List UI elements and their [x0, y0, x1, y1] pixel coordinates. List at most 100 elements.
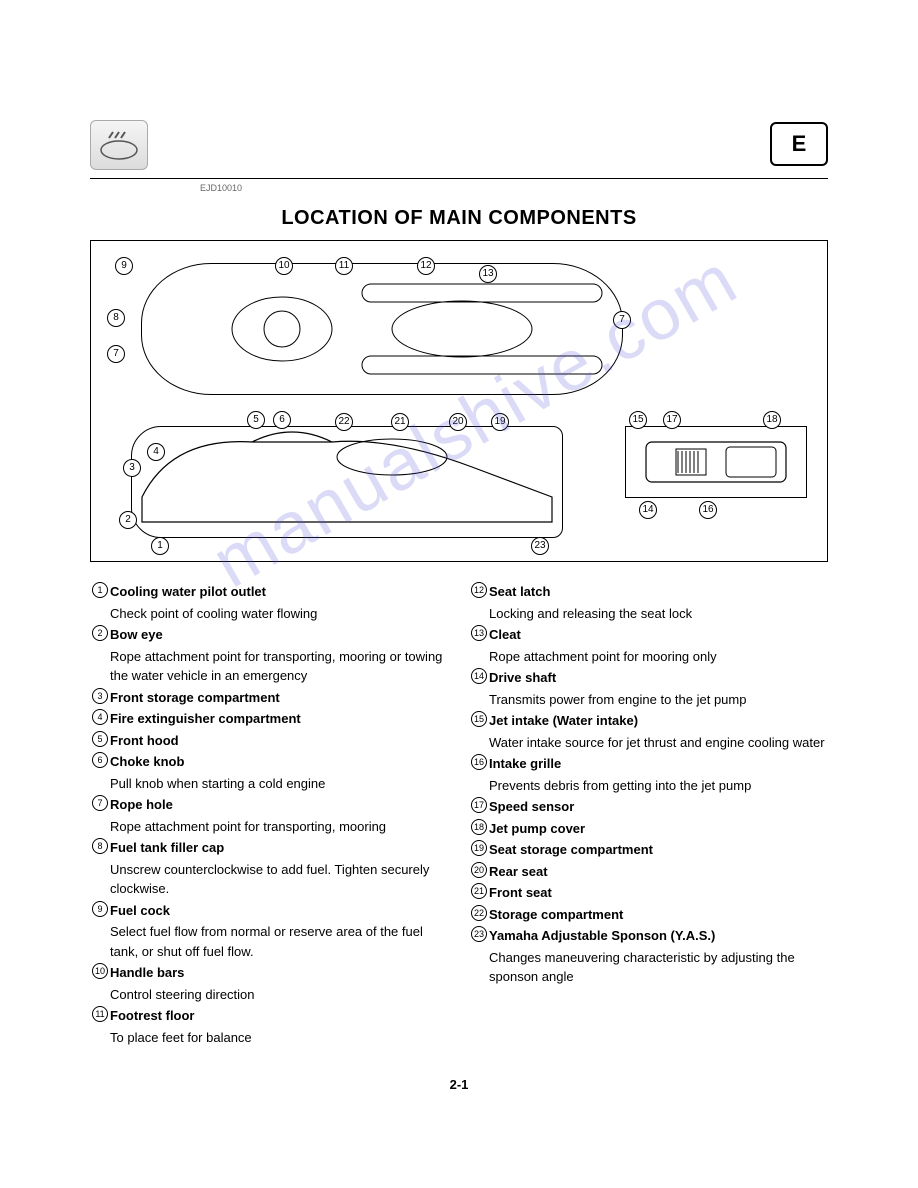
item-title: Handle bars: [110, 965, 184, 980]
item-description: Rope attachment point for transporting, …: [110, 817, 449, 837]
item-number: 2: [92, 625, 108, 641]
figure-callout: 7: [613, 311, 631, 329]
item-title: Jet pump cover: [489, 821, 585, 836]
figure-callout: 14: [639, 501, 657, 519]
component-item: 7Rope hole: [90, 795, 449, 815]
item-description: Locking and releasing the seat lock: [489, 604, 828, 624]
figure-callout: 3: [123, 459, 141, 477]
figure-callout: 10: [275, 257, 293, 275]
item-number: 3: [92, 688, 108, 704]
item-description: Prevents debris from getting into the je…: [489, 776, 828, 796]
component-item: 17Speed sensor: [469, 797, 828, 817]
component-item: 12Seat latch: [469, 582, 828, 602]
item-number: 14: [471, 668, 487, 684]
header-row: E: [90, 120, 828, 179]
figure-callout: 21: [391, 413, 409, 431]
item-number: 11: [92, 1006, 108, 1022]
item-description: Water intake source for jet thrust and e…: [489, 733, 828, 753]
schematic-inset: [625, 426, 807, 498]
item-number: 23: [471, 926, 487, 942]
item-number: 22: [471, 905, 487, 921]
item-title: Intake grille: [489, 756, 561, 771]
figure-callout: 7: [107, 345, 125, 363]
component-item: 6Choke knob: [90, 752, 449, 772]
section-icon: [90, 120, 148, 170]
item-number: 15: [471, 711, 487, 727]
figure-callout: 5: [247, 411, 265, 429]
figure-callout: 13: [479, 265, 497, 283]
item-number: 7: [92, 795, 108, 811]
main-figure: 91011121387756222120194321231517181416: [90, 240, 828, 562]
item-description: Control steering direction: [110, 985, 449, 1005]
component-item: 15Jet intake (Water intake): [469, 711, 828, 731]
item-description: Rope attachment point for transporting, …: [110, 647, 449, 686]
schematic-top-view: [141, 263, 623, 395]
component-item: 14Drive shaft: [469, 668, 828, 688]
figure-callout: 11: [335, 257, 353, 275]
component-item: 19Seat storage compartment: [469, 840, 828, 860]
figure-callout: 4: [147, 443, 165, 461]
item-title: Cooling water pilot outlet: [110, 584, 266, 599]
item-number: 4: [92, 709, 108, 725]
component-item: 9Fuel cock: [90, 901, 449, 921]
component-item: 2Bow eye: [90, 625, 449, 645]
item-title: Fuel cock: [110, 903, 170, 918]
item-title: Seat storage compartment: [489, 842, 653, 857]
item-description: To place feet for balance: [110, 1028, 449, 1048]
component-item: 22Storage compartment: [469, 905, 828, 925]
item-number: 19: [471, 840, 487, 856]
item-title: Bow eye: [110, 627, 163, 642]
figure-callout: 1: [151, 537, 169, 555]
item-number: 20: [471, 862, 487, 878]
item-number: 17: [471, 797, 487, 813]
component-item: 8Fuel tank filler cap: [90, 838, 449, 858]
item-title: Yamaha Adjustable Sponson (Y.A.S.): [489, 928, 715, 943]
item-number: 12: [471, 582, 487, 598]
item-title: Footrest floor: [110, 1008, 195, 1023]
component-item: 10Handle bars: [90, 963, 449, 983]
component-item: 1Cooling water pilot outlet: [90, 582, 449, 602]
item-title: Seat latch: [489, 584, 550, 599]
schematic-side-view: [131, 426, 563, 538]
figure-callout: 8: [107, 309, 125, 327]
component-item: 23Yamaha Adjustable Sponson (Y.A.S.): [469, 926, 828, 946]
figure-callout: 17: [663, 411, 681, 429]
item-number: 6: [92, 752, 108, 768]
item-number: 13: [471, 625, 487, 641]
item-title: Speed sensor: [489, 799, 574, 814]
item-title: Storage compartment: [489, 907, 623, 922]
item-title: Front storage compartment: [110, 690, 280, 705]
item-title: Fuel tank filler cap: [110, 840, 224, 855]
item-number: 9: [92, 901, 108, 917]
language-indicator: E: [770, 122, 828, 166]
item-description: Rope attachment point for mooring only: [489, 647, 828, 667]
item-number: 16: [471, 754, 487, 770]
item-description: Select fuel flow from normal or reserve …: [110, 922, 449, 961]
item-number: 10: [92, 963, 108, 979]
page-title: LOCATION OF MAIN COMPONENTS: [90, 207, 828, 230]
item-description: Unscrew counterclockwise to add fuel. Ti…: [110, 860, 449, 899]
figure-callout: 12: [417, 257, 435, 275]
figure-callout: 23: [531, 537, 549, 555]
item-title: Drive shaft: [489, 670, 556, 685]
item-title: Choke knob: [110, 754, 184, 769]
component-item: 4Fire extinguisher compartment: [90, 709, 449, 729]
figure-callout: 20: [449, 413, 467, 431]
item-description: Transmits power from engine to the jet p…: [489, 690, 828, 710]
item-title: Cleat: [489, 627, 521, 642]
component-item: 3Front storage compartment: [90, 688, 449, 708]
item-number: 1: [92, 582, 108, 598]
item-title: Jet intake (Water intake): [489, 713, 638, 728]
item-title: Rear seat: [489, 864, 548, 879]
component-item: 11Footrest floor: [90, 1006, 449, 1026]
item-title: Fire extinguisher compartment: [110, 711, 301, 726]
figure-callout: 9: [115, 257, 133, 275]
component-item: 5Front hood: [90, 731, 449, 751]
item-number: 5: [92, 731, 108, 747]
item-number: 21: [471, 883, 487, 899]
item-description: Check point of cooling water flowing: [110, 604, 449, 624]
item-number: 8: [92, 838, 108, 854]
figure-callout: 2: [119, 511, 137, 529]
item-description: Pull knob when starting a cold engine: [110, 774, 449, 794]
component-item: 13Cleat: [469, 625, 828, 645]
